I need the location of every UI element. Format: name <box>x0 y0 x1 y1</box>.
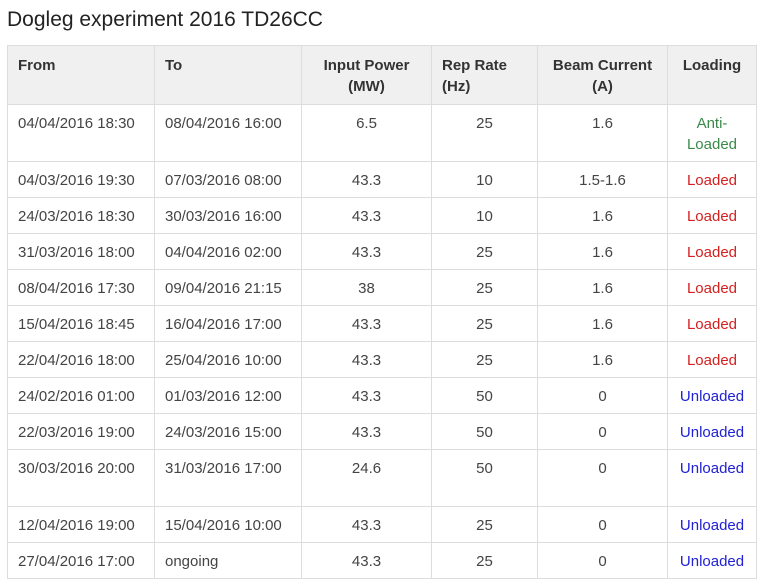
header-loading: Loading <box>667 45 757 105</box>
cell-beam-current: 1.5-1.6 <box>537 161 668 198</box>
cell-rep-rate: 25 <box>431 305 538 342</box>
cell-loading: Unloaded <box>667 542 757 579</box>
cell-loading: Loaded <box>667 269 757 306</box>
runs-table: From To Input Power (MW) Rep Rate (Hz) B… <box>7 45 757 579</box>
cell-rep-rate: 10 <box>431 161 538 198</box>
cell-from: 24/02/2016 01:00 <box>7 377 155 414</box>
header-to: To <box>154 45 302 105</box>
table-row: 24/03/2016 18:30 30/03/2016 16:00 43.3 10 1.… <box>7 197 757 234</box>
header-row: From To Input Power (MW) Rep Rate (Hz) B… <box>7 45 757 105</box>
header-input-power: Input Power (MW) <box>301 45 432 105</box>
cell-rep-rate: 50 <box>431 449 538 507</box>
cell-to: 01/03/2016 12:00 <box>154 377 302 414</box>
cell-input-power: 38 <box>301 269 432 306</box>
cell-from: 31/03/2016 18:00 <box>7 233 155 270</box>
cell-from: 24/03/2016 18:30 <box>7 197 155 234</box>
cell-from: 22/03/2016 19:00 <box>7 413 155 450</box>
table-header: From To Input Power (MW) Rep Rate (Hz) B… <box>7 45 757 105</box>
table-row: 22/04/2016 18:00 25/04/2016 10:00 43.3 25 1.… <box>7 341 757 378</box>
cell-to: 16/04/2016 17:00 <box>154 305 302 342</box>
cell-loading: Loaded <box>667 161 757 198</box>
cell-beam-current: 1.6 <box>537 341 668 378</box>
header-rep-rate: Rep Rate (Hz) <box>431 45 538 105</box>
cell-from: 22/04/2016 18:00 <box>7 341 155 378</box>
cell-to: 07/03/2016 08:00 <box>154 161 302 198</box>
cell-rep-rate: 25 <box>431 506 538 543</box>
cell-from: 04/04/2016 18:30 <box>7 104 155 162</box>
page-title: Dogleg experiment 2016 TD26CC <box>7 8 323 31</box>
cell-input-power: 24.6 <box>301 449 432 507</box>
cell-loading: Anti-Loaded <box>667 104 757 162</box>
table-row: 15/04/2016 18:45 16/04/2016 17:00 43.3 25 1.… <box>7 305 757 342</box>
table-row: 31/03/2016 18:00 04/04/2016 02:00 43.3 25 1.… <box>7 233 757 270</box>
cell-input-power: 43.3 <box>301 341 432 378</box>
cell-beam-current: 1.6 <box>537 233 668 270</box>
cell-input-power: 43.3 <box>301 413 432 450</box>
cell-input-power: 43.3 <box>301 197 432 234</box>
table-row: 30/03/2016 20:00 31/03/2016 17:00 24.6 50 0 U… <box>7 449 757 507</box>
cell-input-power: 43.3 <box>301 542 432 579</box>
cell-input-power: 43.3 <box>301 305 432 342</box>
cell-rep-rate: 50 <box>431 377 538 414</box>
cell-to: 08/04/2016 16:00 <box>154 104 302 162</box>
cell-loading: Loaded <box>667 305 757 342</box>
table-row: 22/03/2016 19:00 24/03/2016 15:00 43.3 50 0 U… <box>7 413 757 450</box>
table-row: 04/04/2016 18:30 08/04/2016 16:00 6.5 25 1.6… <box>7 104 757 162</box>
cell-beam-current: 0 <box>537 377 668 414</box>
cell-to: 25/04/2016 10:00 <box>154 341 302 378</box>
cell-from: 15/04/2016 18:45 <box>7 305 155 342</box>
cell-rep-rate: 25 <box>431 341 538 378</box>
cell-to: 04/04/2016 02:00 <box>154 233 302 270</box>
cell-loading: Unloaded <box>667 413 757 450</box>
cell-to: 30/03/2016 16:00 <box>154 197 302 234</box>
cell-to: 31/03/2016 17:00 <box>154 449 302 507</box>
cell-rep-rate: 25 <box>431 269 538 306</box>
cell-rep-rate: 25 <box>431 542 538 579</box>
cell-loading: Unloaded <box>667 506 757 543</box>
cell-input-power: 43.3 <box>301 506 432 543</box>
cell-beam-current: 0 <box>537 413 668 450</box>
table-row: 24/02/2016 01:00 01/03/2016 12:00 43.3 50 0 U… <box>7 377 757 414</box>
cell-from: 08/04/2016 17:30 <box>7 269 155 306</box>
cell-rep-rate: 25 <box>431 104 538 162</box>
cell-to: 24/03/2016 15:00 <box>154 413 302 450</box>
cell-input-power: 43.3 <box>301 233 432 270</box>
table-row: 04/03/2016 19:30 07/03/2016 08:00 43.3 10 1.… <box>7 161 757 198</box>
cell-input-power: 43.3 <box>301 377 432 414</box>
cell-from: 30/03/2016 20:00 <box>7 449 155 507</box>
cell-from: 04/03/2016 19:30 <box>7 161 155 198</box>
header-from: From <box>7 45 155 105</box>
header-beam-current: Beam Current (A) <box>537 45 668 105</box>
cell-loading: Loaded <box>667 233 757 270</box>
cell-loading: Unloaded <box>667 377 757 414</box>
cell-beam-current: 0 <box>537 506 668 543</box>
cell-to: ongoing <box>154 542 302 579</box>
cell-input-power: 6.5 <box>301 104 432 162</box>
cell-from: 12/04/2016 19:00 <box>7 506 155 543</box>
cell-input-power: 43.3 <box>301 161 432 198</box>
table-row: 27/04/2016 17:00 ongoing 43.3 25 0 Unloaded <box>7 542 757 579</box>
cell-rep-rate: 25 <box>431 233 538 270</box>
cell-loading: Unloaded <box>667 449 757 507</box>
cell-from: 27/04/2016 17:00 <box>7 542 155 579</box>
cell-beam-current: 1.6 <box>537 104 668 162</box>
cell-loading: Loaded <box>667 341 757 378</box>
cell-beam-current: 1.6 <box>537 269 668 306</box>
cell-rep-rate: 10 <box>431 197 538 234</box>
cell-to: 09/04/2016 21:15 <box>154 269 302 306</box>
cell-loading: Loaded <box>667 197 757 234</box>
cell-beam-current: 1.6 <box>537 197 668 234</box>
cell-beam-current: 0 <box>537 449 668 507</box>
cell-rep-rate: 50 <box>431 413 538 450</box>
table-row: 12/04/2016 19:00 15/04/2016 10:00 43.3 25 0 U… <box>7 506 757 543</box>
table-body: 04/04/2016 18:30 08/04/2016 16:00 6.5 25 1.6… <box>7 104 757 579</box>
cell-beam-current: 1.6 <box>537 305 668 342</box>
cell-to: 15/04/2016 10:00 <box>154 506 302 543</box>
cell-beam-current: 0 <box>537 542 668 579</box>
table-row: 08/04/2016 17:30 09/04/2016 21:15 38 25 1.6 L… <box>7 269 757 306</box>
